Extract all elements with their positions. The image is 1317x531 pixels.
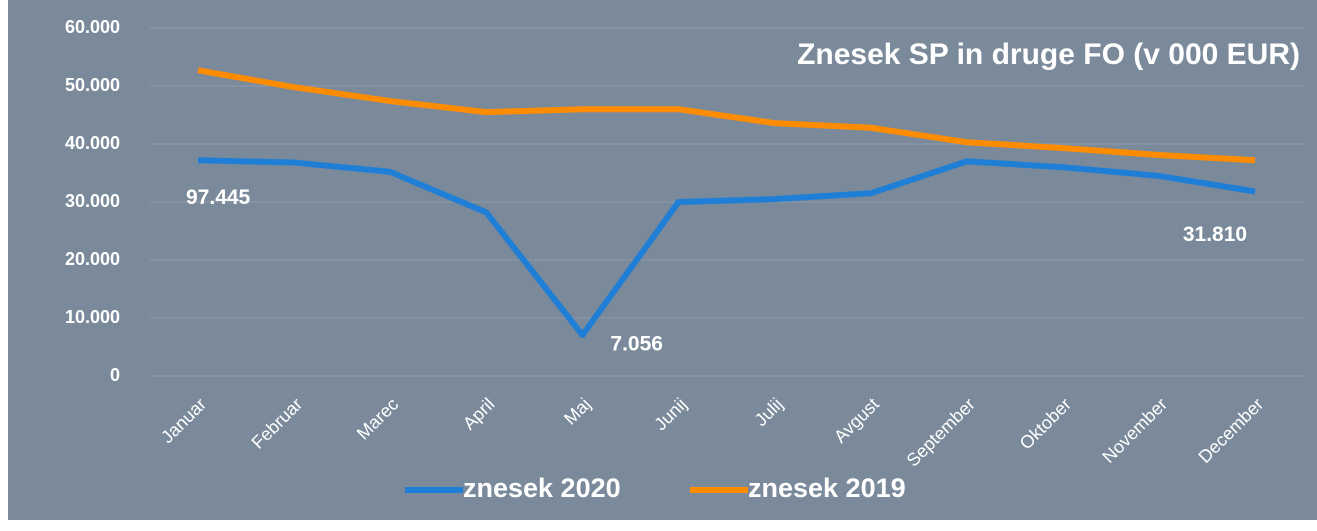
series-line xyxy=(197,67,1256,164)
annotation: 97.445 xyxy=(186,186,251,209)
y-tick-label: 10.000 xyxy=(65,307,120,327)
y-tick-label: 20.000 xyxy=(65,249,120,269)
y-tick-label: 50.000 xyxy=(65,75,120,95)
y-tick-label: 40.000 xyxy=(65,133,120,153)
y-tick-label: 30.000 xyxy=(65,191,120,211)
series-line xyxy=(197,157,1256,339)
data-label: 31.810 xyxy=(1183,223,1247,246)
chart-title: Znesek SP in druge FO (v 000 EUR) xyxy=(797,38,1300,71)
y-tick-label: 0 xyxy=(110,365,120,385)
y-tick-label: 60.000 xyxy=(65,17,120,37)
legend-label: znesek 2020 xyxy=(463,473,621,503)
data-label: 7.056 xyxy=(610,333,663,356)
legend-label: znesek 2019 xyxy=(748,473,906,503)
